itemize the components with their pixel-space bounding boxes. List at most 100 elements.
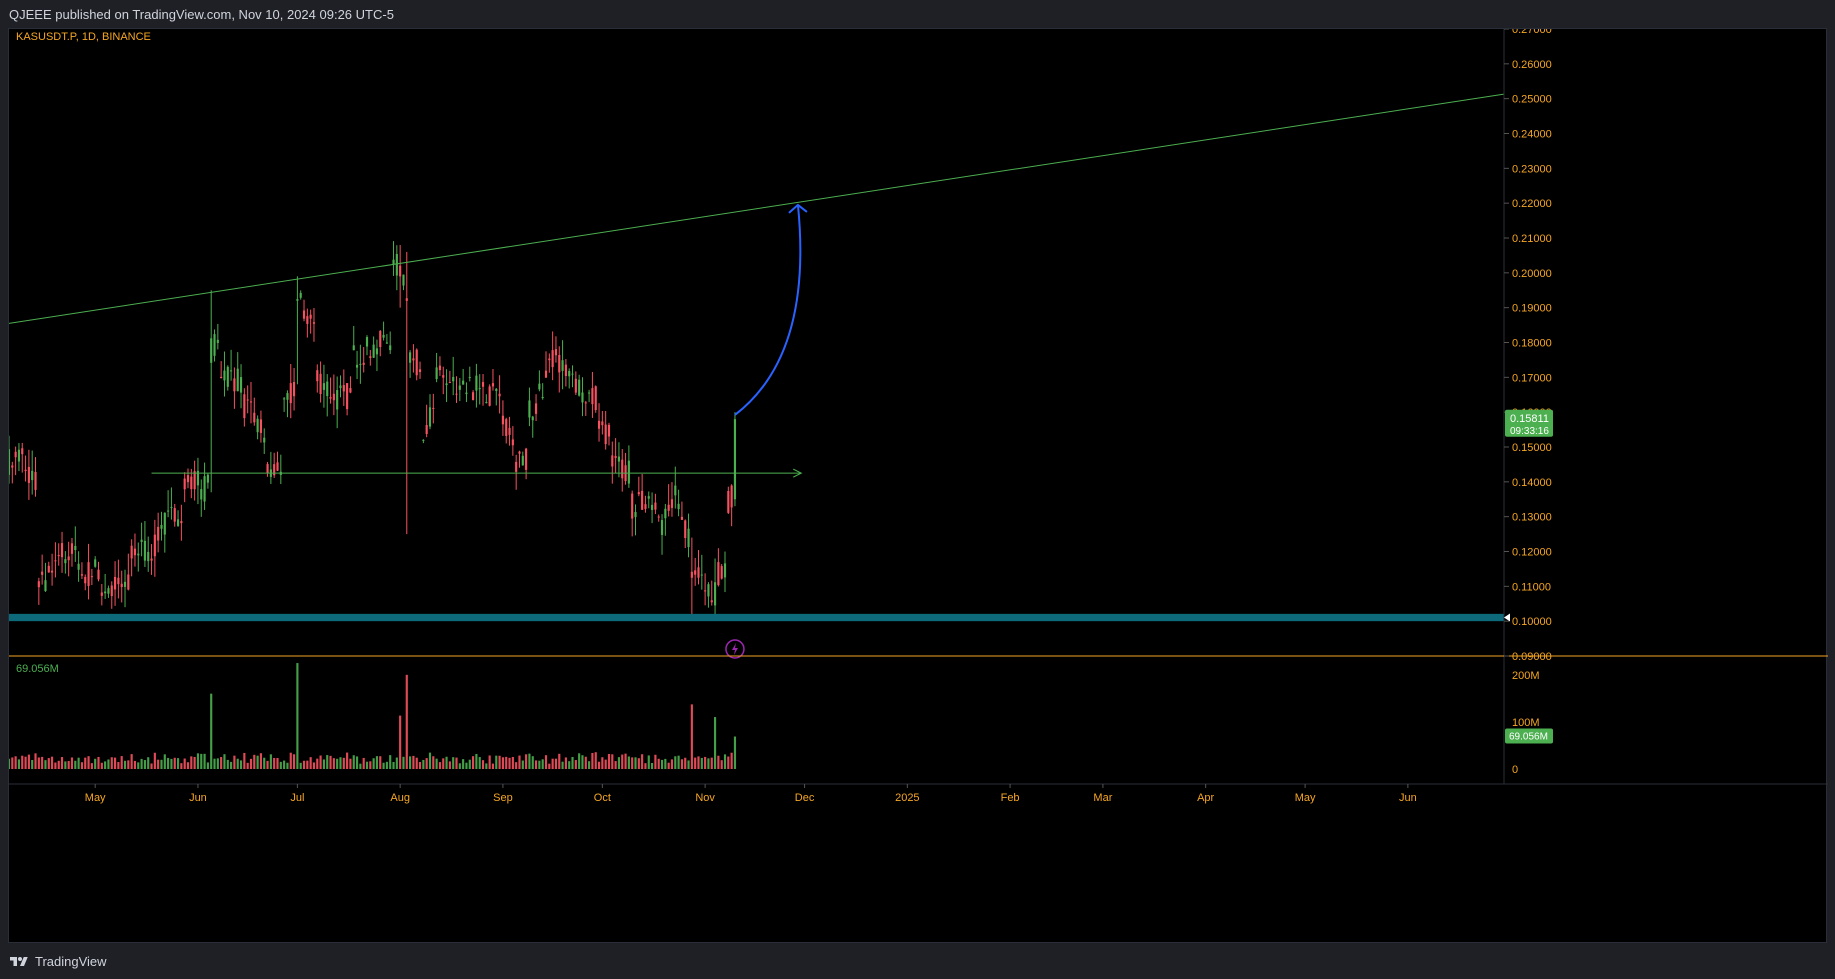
- volume-bar: [84, 757, 87, 769]
- candle-body: [452, 376, 455, 382]
- candle-body: [491, 383, 495, 387]
- candle-body: [200, 489, 203, 500]
- volume-bar: [534, 760, 538, 769]
- volume-bar: [147, 757, 150, 769]
- candle-body: [312, 322, 316, 324]
- volume-bar: [210, 693, 213, 769]
- volume-bar: [57, 760, 60, 769]
- volume-bar: [730, 752, 733, 769]
- volume-bar: [253, 754, 256, 769]
- candle-body: [11, 465, 14, 468]
- candles-layer: [9, 241, 737, 618]
- volume-bar: [87, 756, 90, 769]
- volume-bar: [319, 755, 322, 769]
- candle-body: [670, 499, 674, 508]
- volume-bar: [186, 762, 190, 769]
- candle-body: [47, 565, 50, 573]
- candle-body: [531, 416, 534, 421]
- volume-bar: [551, 758, 554, 769]
- volume-bar: [733, 736, 737, 769]
- candle-body: [488, 386, 491, 406]
- tradingview-logo[interactable]: TradingView: [9, 954, 107, 969]
- candle-body: [362, 362, 365, 365]
- candle-body: [51, 570, 54, 573]
- volume-bar: [283, 760, 286, 769]
- candle-body: [594, 386, 597, 410]
- volume-bar: [309, 757, 312, 769]
- volume-bar: [554, 758, 558, 769]
- candle-body: [113, 576, 117, 590]
- candle-body: [100, 592, 103, 596]
- candle-body: [591, 388, 594, 405]
- candle-body: [104, 591, 107, 594]
- volume-bar: [684, 757, 687, 769]
- candle-body: [243, 394, 246, 419]
- candle-body: [37, 581, 40, 588]
- volume-bar: [243, 752, 246, 769]
- price-tick-label: 0.11000: [1512, 581, 1551, 593]
- support-axis-marker: [1504, 613, 1510, 622]
- candle-body: [435, 367, 438, 380]
- candle-body: [289, 383, 292, 404]
- event-marker-icon: [725, 639, 745, 659]
- volume-bar: [302, 760, 306, 769]
- price-tick-label: 0.25000: [1512, 94, 1552, 106]
- candle-body: [525, 448, 528, 470]
- candle-body: [617, 456, 621, 462]
- volume-bar: [14, 756, 17, 769]
- candle-body: [226, 366, 229, 387]
- volume-bar: [80, 762, 84, 769]
- volume-bar: [488, 755, 491, 769]
- volume-bar: [425, 758, 428, 769]
- volume-bar: [259, 753, 263, 769]
- volume-bar: [176, 758, 180, 769]
- candle-body: [498, 393, 501, 397]
- volume-bar: [276, 757, 279, 769]
- volume-bar: [495, 755, 498, 769]
- candle-body: [230, 370, 233, 372]
- volume-bar: [657, 758, 660, 769]
- candle-body: [664, 508, 667, 519]
- candle-body: [647, 496, 650, 499]
- chart-frame[interactable]: 0.27000 0.26000 0.25000 0.24000 0.23000 0.220…: [8, 28, 1828, 944]
- candle-body: [359, 363, 362, 365]
- volume-bar: [651, 762, 654, 769]
- candle-body: [309, 314, 312, 319]
- candle-body: [24, 469, 27, 472]
- volume-bar: [342, 757, 345, 769]
- candle-body: [286, 393, 289, 400]
- candle-body: [680, 516, 683, 520]
- volume-bar: [316, 758, 319, 769]
- volume-bar: [365, 761, 369, 769]
- volume-bar: [448, 761, 451, 769]
- volume-bar: [31, 759, 34, 769]
- candle-body: [259, 419, 263, 433]
- candle-body: [548, 358, 551, 361]
- volume-bar: [269, 754, 272, 769]
- time-tick-label: Jun: [1399, 792, 1417, 804]
- candle-body: [130, 545, 133, 559]
- volume-bar: [233, 755, 236, 769]
- volume-bar: [349, 758, 352, 769]
- candle-body: [186, 475, 190, 483]
- volume-bar: [541, 759, 544, 769]
- drawings-layer: [9, 93, 1505, 659]
- candle-body: [604, 424, 607, 445]
- price-chart[interactable]: 0.27000 0.26000 0.25000 0.24000 0.23000 0.220…: [9, 29, 1828, 944]
- candle-body: [515, 461, 518, 472]
- volume-bar: [465, 762, 468, 769]
- candle-body: [641, 490, 644, 510]
- time-tick-label: Feb: [1001, 792, 1020, 804]
- candle-body: [700, 574, 703, 576]
- time-tick-label: May: [85, 792, 106, 804]
- candle-body: [352, 345, 355, 351]
- volume-bar: [160, 759, 163, 769]
- candle-body: [127, 574, 130, 590]
- volume-bar: [597, 761, 601, 769]
- volume-bar: [664, 758, 667, 769]
- volume-bar: [704, 756, 707, 769]
- time-tick-label: Mar: [1093, 792, 1112, 804]
- volume-bar: [654, 754, 657, 769]
- candle-body: [541, 396, 544, 399]
- candle-body: [627, 460, 630, 484]
